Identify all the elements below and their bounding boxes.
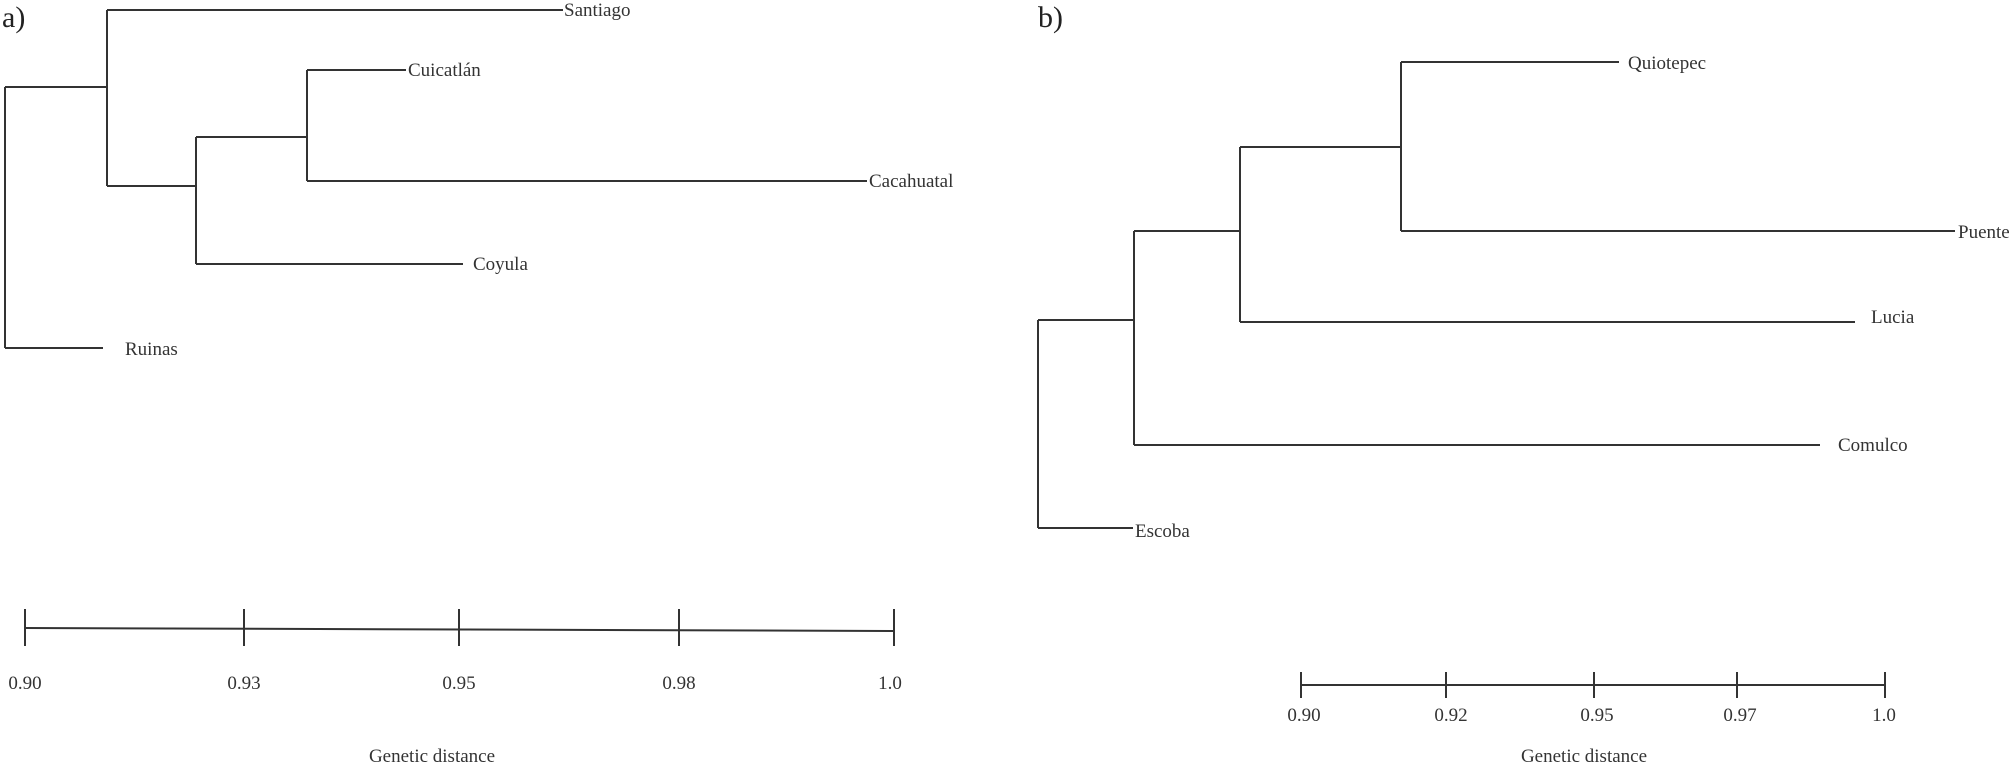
panel-b-scale: 0.90 0.92 0.95 0.97 1.0 Genetic distance xyxy=(1287,672,1896,767)
panel-b-tick-label: 0.97 xyxy=(1723,705,1756,726)
panel-a-tick-label: 0.98 xyxy=(662,673,695,694)
panel-a-tick-label: 0.95 xyxy=(442,673,475,694)
panel-a-tick-label: 1.0 xyxy=(878,673,902,694)
panel-a-tree xyxy=(4,9,867,349)
panel-a-scale: 0.90 0.93 0.95 0.98 1.0 Genetic distance xyxy=(8,609,902,767)
leaf-label-santiago: Santiago xyxy=(564,0,631,21)
panel-a-tick-label: 0.90 xyxy=(8,673,41,694)
leaf-label-ruinas: Ruinas xyxy=(125,339,178,360)
panel-b-tick-label: 0.95 xyxy=(1580,705,1613,726)
leaf-label-cuicatlan: Cuicatlán xyxy=(408,60,481,81)
panel-b-tick-label: 1.0 xyxy=(1872,705,1896,726)
leaf-label-escoba: Escoba xyxy=(1135,521,1190,542)
panel-b-tick-label: 0.90 xyxy=(1287,705,1320,726)
leaf-label-coyula: Coyula xyxy=(473,254,528,275)
leaf-label-puente: Puente xyxy=(1958,222,2009,243)
panel-b-label: b) xyxy=(1038,1,1063,34)
panel-a: a) Santiago Cu xyxy=(2,0,953,767)
leaf-label-quiotepec: Quiotepec xyxy=(1628,53,1706,74)
panel-b-tree xyxy=(1037,61,1955,529)
leaf-label-cacahuatal: Cacahuatal xyxy=(869,171,953,192)
panel-b-axis-title: Genetic distance xyxy=(1521,746,1647,763)
panel-b-tick-label: 0.92 xyxy=(1434,705,1467,726)
panel-a-axis-title: Genetic distance xyxy=(369,746,495,763)
panel-b: b) Quiotepec P xyxy=(1037,1,2009,767)
leaf-label-lucia: Lucia xyxy=(1871,307,1915,328)
panel-a-tick-label: 0.93 xyxy=(227,673,260,694)
panel-a-label: a) xyxy=(2,1,25,34)
leaf-label-comulco: Comulco xyxy=(1838,435,1908,456)
